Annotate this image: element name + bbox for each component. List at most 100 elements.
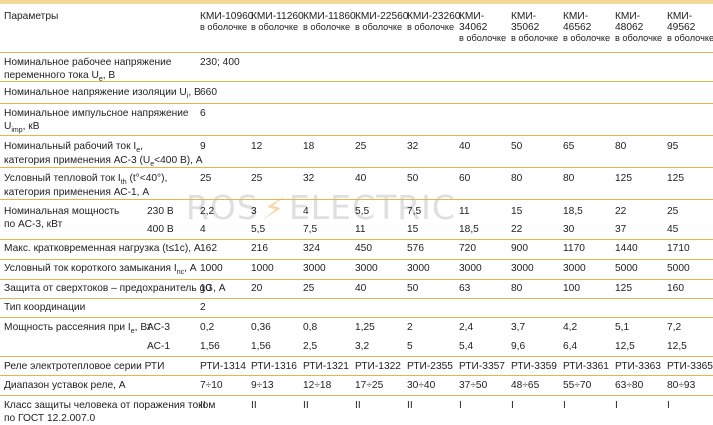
power-400-label: 400 В bbox=[147, 224, 174, 236]
thermal-label-line1: Условный тепловой ток Ith (t°<40°), bbox=[4, 173, 167, 187]
table-cell: 162 bbox=[200, 243, 217, 255]
dissipation-ac1-label: АС-1 bbox=[147, 341, 170, 353]
dissipation-label-text: Мощность рассеяния при I bbox=[4, 322, 131, 333]
current-sub2: e bbox=[150, 161, 154, 168]
table-cell: 1,56 bbox=[200, 341, 220, 353]
row-insulation-label: Номинальное напряжение изоляции Ui, В bbox=[4, 87, 201, 101]
table-cell: 6,4 bbox=[563, 341, 577, 353]
table-cell: 25 bbox=[303, 283, 314, 295]
row-divider bbox=[0, 135, 713, 136]
current-label-text1: Номинальный рабочий ток I bbox=[4, 141, 136, 152]
row-thermal-label: Условный тепловой ток Ith (t°<40°), кате… bbox=[4, 173, 167, 199]
protection-label-line2: по ГОСТ 12.2.007.0 bbox=[4, 413, 215, 425]
row-overload-label: Макс. кратковременная нагрузка (t≤1с), А bbox=[4, 243, 201, 256]
row-fuse-label: Защита от сверхтоков – предохранитель gG… bbox=[4, 283, 226, 296]
table-cell: 11 bbox=[355, 224, 366, 236]
table-cell: 4 bbox=[200, 224, 206, 236]
table-cell: 40 bbox=[355, 173, 366, 185]
table-cell: 80 bbox=[563, 173, 574, 185]
current-label-line1: Номинальный рабочий ток Ie, bbox=[4, 141, 203, 155]
table-cell: 80 bbox=[511, 283, 522, 295]
table-cell: 125 bbox=[667, 173, 684, 185]
impulse-label-line2: Uimp, кВ bbox=[4, 121, 189, 135]
table-cell: 40 bbox=[355, 283, 366, 295]
table-cell: 216 bbox=[251, 243, 268, 255]
current-label-line2: категория применения АС-3 (Ue<400 В), А bbox=[4, 155, 203, 169]
table-cell: 12 bbox=[251, 141, 262, 153]
table-cell: 22 bbox=[511, 224, 522, 236]
model-sub: в оболочке bbox=[615, 33, 662, 44]
table-cell: 25 bbox=[355, 141, 366, 153]
insulation-label-text: Номинальное напряжение изоляции U bbox=[4, 87, 187, 98]
table-cell: РТИ-2355 bbox=[407, 361, 453, 373]
table-cell: 1000 bbox=[200, 263, 223, 275]
row-dissipation-label: Мощность рассеяния при Ie, Вт bbox=[4, 322, 151, 336]
model-sub: в оболочке bbox=[200, 22, 247, 33]
row-range-label: Диапазон уставок реле, А bbox=[4, 380, 126, 393]
table-cell: 5000 bbox=[615, 263, 638, 275]
table-cell: II bbox=[355, 400, 361, 412]
watermark-left: ROS bbox=[186, 188, 259, 227]
table-cell: РТИ-1316 bbox=[251, 361, 297, 373]
impulse-value: 6 bbox=[200, 108, 206, 120]
row-divider bbox=[0, 279, 713, 280]
voltage-label-text: переменного тока U bbox=[4, 70, 99, 81]
model-sub: в оболочке bbox=[355, 22, 402, 33]
table-cell: 3000 bbox=[511, 263, 534, 275]
table-cell: 7,5 bbox=[303, 224, 317, 236]
row-divider bbox=[0, 103, 713, 104]
table-cell: 5,4 bbox=[459, 341, 473, 353]
table-cell: 32 bbox=[303, 173, 314, 185]
row-coordination-label: Тип координации bbox=[4, 302, 85, 315]
row-divider bbox=[0, 356, 713, 357]
table-cell: 5 bbox=[407, 341, 413, 353]
table-cell: I bbox=[459, 400, 462, 412]
impulse-unit: , кВ bbox=[23, 121, 40, 132]
table-cell: 3,7 bbox=[511, 322, 525, 334]
watermark-right: ELECTRIC bbox=[289, 188, 456, 227]
table-cell: РТИ-3357 bbox=[459, 361, 505, 373]
table-cell: II bbox=[407, 400, 413, 412]
current-sub1: e bbox=[136, 147, 140, 154]
model-sub: в оболочке bbox=[251, 22, 298, 33]
row-divider bbox=[0, 298, 713, 299]
table-cell: 3000 bbox=[407, 263, 430, 275]
table-cell: 720 bbox=[459, 243, 476, 255]
voltage-label-line2: переменного тока Ue, В bbox=[4, 70, 171, 84]
model-sub: в оболочке bbox=[303, 22, 350, 33]
table-cell: I bbox=[563, 400, 566, 412]
voltage-sub: e bbox=[99, 76, 103, 83]
thermal-sub: th bbox=[121, 179, 127, 186]
table-cell: 2 bbox=[407, 322, 413, 334]
row-protection-label: Класс защиты человека от поражения током… bbox=[4, 400, 215, 425]
shortcircuit-label-text: Условный ток короткого замыкания I bbox=[4, 263, 177, 274]
table-cell: 17÷25 bbox=[355, 380, 383, 392]
table-cell: 125 bbox=[615, 283, 632, 295]
thermal-label-text1: Условный тепловой ток I bbox=[4, 173, 121, 184]
impulse-sub: imp bbox=[11, 127, 22, 134]
bolt-icon: ⚡ bbox=[260, 192, 288, 227]
table-cell: 50 bbox=[511, 141, 522, 153]
row-divider bbox=[0, 317, 713, 318]
table-cell: 80 bbox=[511, 173, 522, 185]
table-cell: 18 bbox=[303, 141, 314, 153]
table-cell: 7,2 bbox=[667, 322, 681, 334]
table-cell: 30÷40 bbox=[407, 380, 435, 392]
power-label-line1: Номинальная мощность bbox=[4, 206, 119, 219]
table-cell: I bbox=[615, 400, 618, 412]
table-cell: 576 bbox=[407, 243, 424, 255]
insulation-unit: , В bbox=[188, 87, 200, 98]
table-cell: 5,1 bbox=[615, 322, 629, 334]
table-cell: 63÷80 bbox=[615, 380, 643, 392]
table-cell: РТИ-1321 bbox=[303, 361, 349, 373]
table-cell: 20 bbox=[251, 283, 262, 295]
table-cell: 50 bbox=[407, 173, 418, 185]
table-cell: 3000 bbox=[355, 263, 378, 275]
table-cell: 1440 bbox=[615, 243, 638, 255]
row-divider bbox=[0, 239, 713, 240]
table-cell: 2,5 bbox=[303, 341, 317, 353]
table-cell: 5,5 bbox=[251, 224, 265, 236]
table-cell: 25 bbox=[251, 173, 262, 185]
table-cell: 3000 bbox=[303, 263, 326, 275]
